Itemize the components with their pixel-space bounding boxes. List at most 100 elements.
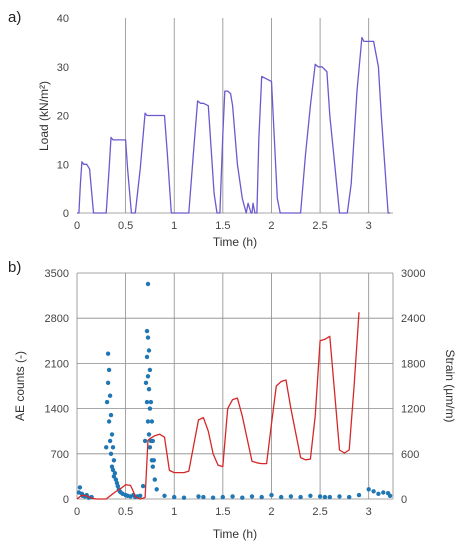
- ae-count-point: [113, 477, 119, 482]
- ae-count-point: [143, 380, 149, 385]
- x-axis-label-b: Time (h): [213, 527, 257, 541]
- ae-count-point: [150, 438, 155, 444]
- plot-area-a: [77, 18, 393, 213]
- chart-panel-b: b) 0 700 1400 2100 2800 3500 0 600 1200 1800 2400 3…: [8, 259, 457, 541]
- ae-count-point: [144, 399, 150, 405]
- ae-count-point: [108, 412, 114, 418]
- x-tick-label: 1: [171, 506, 177, 518]
- series-b: [76, 281, 393, 500]
- y-tick-label: 2100: [45, 358, 69, 370]
- ae-count-point: [149, 419, 155, 424]
- ae-count-point: [317, 494, 323, 499]
- ae-count-point: [220, 494, 225, 500]
- ae-count-point: [387, 493, 393, 498]
- y-axis-label-a: Load (kN/m²): [37, 81, 51, 151]
- ae-count-point: [356, 492, 362, 498]
- panel-label-b: b): [8, 259, 21, 276]
- y2-tick-label: 3000: [401, 268, 425, 280]
- ae-count-point: [145, 335, 151, 340]
- ae-count-point: [77, 485, 83, 490]
- ae-count-point: [147, 406, 153, 411]
- y-tick-label: 0: [63, 494, 69, 506]
- ae-count-point: [240, 495, 245, 500]
- ae-count-point: [154, 487, 159, 492]
- panel-label-a: a): [8, 9, 21, 26]
- y-tick-label: 30: [57, 62, 69, 74]
- ae-count-point: [144, 328, 150, 334]
- y2-tick-label: 600: [401, 449, 419, 461]
- ae-count-point: [110, 445, 116, 450]
- ae-count-point: [105, 351, 111, 356]
- y-tick-label: 40: [57, 13, 69, 25]
- ae-count-point: [327, 494, 332, 500]
- ae-count-point: [249, 494, 255, 499]
- ae-count-point: [151, 458, 156, 463]
- x-tick-label: 0.5: [118, 506, 133, 518]
- ae-count-point: [288, 494, 294, 499]
- ae-count-point: [140, 483, 146, 489]
- ae-count-point: [145, 419, 151, 424]
- y-tick-label: 700: [51, 449, 69, 461]
- y-axis-label-b: AE counts (-): [13, 351, 27, 421]
- y2-tick-label: 1800: [401, 358, 425, 370]
- y-tick-label: 1400: [45, 404, 69, 416]
- x-tick-label: 0: [74, 220, 80, 232]
- x-tick-label: 1: [171, 220, 177, 232]
- x-tick-label: 3: [366, 506, 372, 518]
- ae-count-point: [105, 380, 111, 385]
- grid-b: [76, 272, 394, 500]
- ae-count-point: [144, 354, 150, 360]
- ae-count-point: [196, 494, 201, 499]
- ae-count-point: [147, 367, 153, 373]
- ae-count-point: [106, 367, 112, 373]
- y2-tick-label: 0: [401, 494, 407, 506]
- ae-count-point: [110, 467, 116, 473]
- grid-a: [77, 18, 393, 214]
- ae-count-point: [279, 494, 284, 500]
- ae-count-point: [104, 399, 110, 405]
- ae-count-point: [104, 445, 109, 450]
- ae-count-point: [366, 487, 371, 492]
- ae-count-point: [210, 495, 216, 500]
- x-tick-label: 1.5: [215, 506, 230, 518]
- series-a: [77, 36, 391, 214]
- ae-count-point: [308, 493, 313, 498]
- y-tick-label: 2800: [45, 313, 69, 325]
- ae-count-point: [371, 489, 376, 494]
- ae-count-point: [152, 477, 157, 482]
- ae-count-point: [146, 432, 152, 437]
- ae-count-point: [138, 493, 143, 498]
- ae-count-point: [146, 387, 152, 392]
- ae-count-point: [106, 419, 112, 424]
- x-tick-label: 1.5: [215, 220, 230, 232]
- y-tick-label: 10: [57, 159, 69, 171]
- y-tick-label: 0: [63, 208, 69, 220]
- ae-count-point: [112, 471, 118, 476]
- ae-count-point: [142, 438, 148, 444]
- ae-count-point: [107, 438, 113, 444]
- ae-count-point: [298, 494, 303, 500]
- strain-series-line: [76, 312, 360, 500]
- ae-count-point: [347, 494, 352, 500]
- ae-count-point: [108, 451, 114, 456]
- ae-count-point: [181, 495, 187, 500]
- ae-count-point: [145, 281, 151, 287]
- ae-count-point: [337, 494, 342, 499]
- ae-count-point: [322, 494, 328, 500]
- ae-count-point: [146, 348, 152, 353]
- x-tick-label: 0.5: [118, 220, 133, 232]
- x-tick-label: 0: [74, 506, 80, 518]
- ae-count-point: [148, 399, 154, 405]
- ticks-b: 0 700 1400 2100 2800 3500 0 600 1200 1800 2400 3000…: [45, 268, 426, 518]
- ae-count-point: [145, 374, 151, 379]
- ae-count-point: [109, 432, 115, 437]
- ae-count-point: [230, 494, 235, 499]
- y-tick-label: 20: [57, 111, 69, 123]
- y-tick-label: 3500: [45, 268, 69, 280]
- x-tick-label: 2.5: [312, 220, 327, 232]
- y2-tick-label: 1200: [401, 404, 425, 416]
- ae-count-point: [111, 458, 117, 463]
